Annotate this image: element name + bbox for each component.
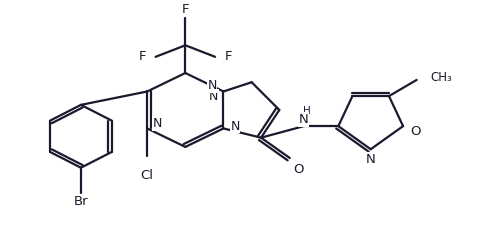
Text: N: N (230, 120, 240, 133)
Text: F: F (224, 50, 232, 63)
Text: CH₃: CH₃ (431, 71, 452, 84)
Text: F: F (139, 50, 146, 63)
Text: F: F (182, 3, 189, 16)
Text: Br: Br (73, 195, 88, 208)
Text: O: O (294, 163, 304, 176)
Text: N: N (153, 117, 162, 130)
Text: H: H (303, 106, 311, 116)
Text: Cl: Cl (141, 169, 154, 182)
Text: N: N (209, 90, 218, 103)
Text: N: N (366, 153, 375, 166)
Text: N: N (299, 113, 309, 126)
Text: O: O (410, 125, 420, 138)
Text: N: N (207, 79, 217, 92)
